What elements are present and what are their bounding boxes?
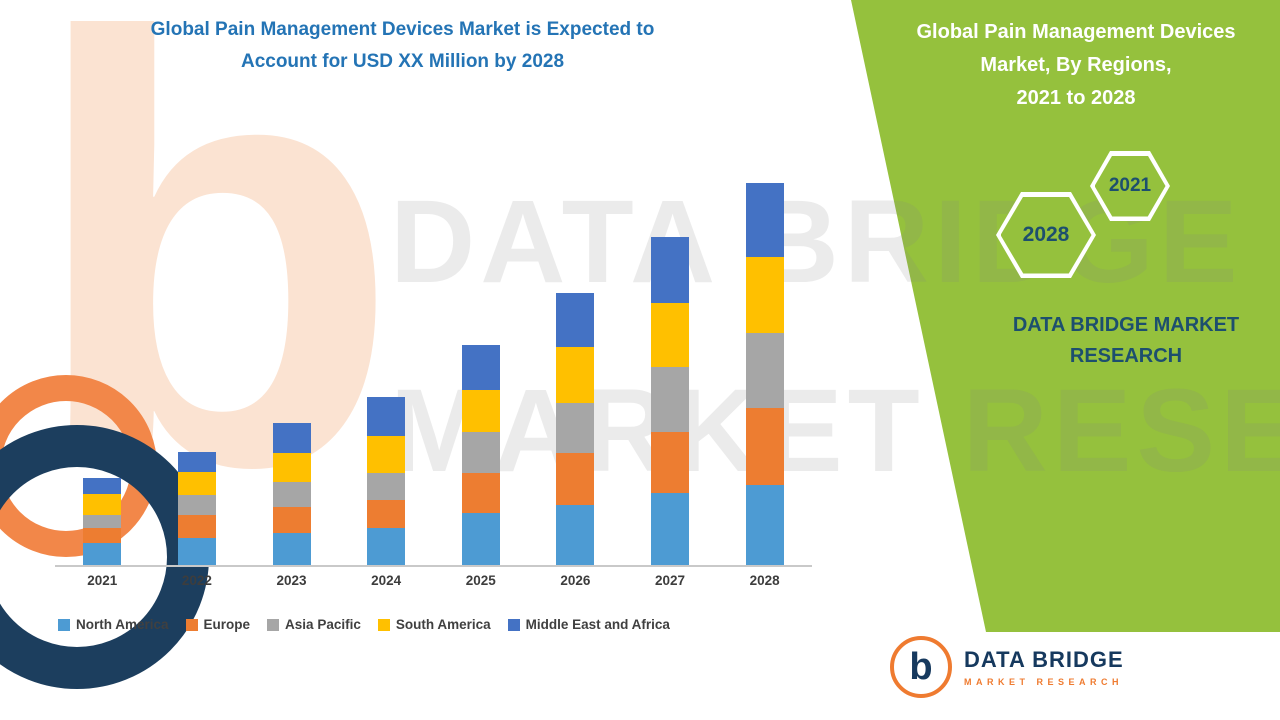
bar-segment-asia-pacific xyxy=(83,515,122,528)
legend-item: Europe xyxy=(185,617,251,632)
bar-2027 xyxy=(651,237,690,565)
bar-segment-south-america xyxy=(461,390,500,432)
bar-segment-north-america xyxy=(461,513,500,565)
bar-2025 xyxy=(461,345,500,565)
legend-label: Europe xyxy=(203,617,251,632)
x-axis-labels: 2021 2022 2023 2024 2025 2026 2027 2028 xyxy=(55,573,812,588)
bar-2024 xyxy=(367,397,406,565)
chart-title-line-1: Global Pain Management Devices Market is… xyxy=(150,19,655,40)
side-panel-title-line-2: Market, By Regions, xyxy=(980,54,1172,76)
legend-swatch xyxy=(377,618,390,631)
hexagon-outline: 2028 xyxy=(996,192,1096,278)
bar-segment-middle-east-and-africa xyxy=(83,478,122,494)
side-panel-title-line-3: 2021 to 2028 xyxy=(1016,87,1136,109)
bar-segment-north-america xyxy=(272,533,311,565)
bar-segment-asia-pacific xyxy=(272,482,311,507)
x-tick-2021: 2021 xyxy=(87,573,118,588)
bar-segment-middle-east-and-africa xyxy=(556,293,595,347)
bar-segment-europe xyxy=(745,408,784,485)
bar-segment-asia-pacific xyxy=(651,367,690,432)
bar-segment-north-america xyxy=(556,505,595,565)
legend-label: Middle East and Africa xyxy=(525,617,670,632)
bar-segment-north-america xyxy=(367,528,406,565)
side-panel-brand: DATA BRIDGE MARKET RESEARCH xyxy=(950,310,1280,372)
bar-segment-europe xyxy=(461,473,500,513)
x-tick-2027: 2027 xyxy=(655,573,686,588)
legend-item: South America xyxy=(377,617,491,632)
bar-segment-north-america xyxy=(177,538,216,565)
x-tick-2028: 2028 xyxy=(749,573,780,588)
bar-2023 xyxy=(272,423,311,565)
watermark-line-2: MARKET RESEARCH xyxy=(390,364,1280,497)
legend-item: Middle East and Africa xyxy=(507,617,670,632)
legend: North America Europe Asia Pacific South Ame… xyxy=(58,617,670,632)
year-badge-2028: 2028 xyxy=(996,192,1096,278)
footer-brand-subtitle: MARKET RESEARCH xyxy=(964,677,1124,687)
side-panel-title: Global Pain Management Devices Market, B… xyxy=(880,16,1272,115)
legend-item: North America xyxy=(58,617,169,632)
chart-title-line-2: Account for USD XX Million by 2028 xyxy=(240,51,565,73)
bar-segment-south-america xyxy=(745,257,784,333)
bar-segment-middle-east-and-africa xyxy=(272,423,311,453)
bar-segment-north-america xyxy=(745,485,784,565)
bar-segment-asia-pacific xyxy=(556,403,595,453)
x-tick-2023: 2023 xyxy=(276,573,307,588)
legend-swatch xyxy=(507,618,520,631)
bar-2021 xyxy=(83,478,122,565)
bar-segment-europe xyxy=(272,507,311,533)
legend-label: North America xyxy=(76,617,169,632)
bar-segment-asia-pacific xyxy=(177,495,216,515)
bar-segment-north-america xyxy=(83,543,122,565)
bar-segment-asia-pacific xyxy=(367,473,406,500)
legend-swatch xyxy=(185,618,198,631)
x-tick-2026: 2026 xyxy=(560,573,591,588)
legend-item: Asia Pacific xyxy=(267,617,361,632)
side-panel-brand-line-2: RESEARCH xyxy=(1069,345,1183,367)
bar-segment-middle-east-and-africa xyxy=(461,345,500,390)
bar-segment-asia-pacific xyxy=(461,432,500,473)
side-panel-brand-line-1: DATA BRIDGE MARKET xyxy=(1012,314,1240,336)
data-bridge-logo-icon: b xyxy=(890,636,952,698)
background-watermark: DATA BRIDGE MARKET RESEARCH xyxy=(390,148,1280,526)
bar-segment-south-america xyxy=(83,494,122,515)
footer-brand-name: DATA BRIDGE xyxy=(964,647,1124,672)
bar-2022 xyxy=(177,452,216,565)
chart-title: Global Pain Management Devices Market is… xyxy=(45,14,760,79)
bar-2028 xyxy=(745,183,784,565)
legend-swatch xyxy=(267,618,280,631)
bar-segment-south-america xyxy=(272,453,311,482)
hexagon-outline: 2021 xyxy=(1090,151,1170,221)
bar-segment-south-america xyxy=(651,303,690,367)
bar-segment-europe xyxy=(83,528,122,543)
hexagon-year-label: 2028 xyxy=(1000,196,1092,274)
bar-2026 xyxy=(556,293,595,565)
bar-segment-europe xyxy=(177,515,216,538)
hexagon-year-label: 2021 xyxy=(1094,155,1166,217)
footer-logo: b DATA BRIDGE MARKET RESEARCH xyxy=(890,636,1124,698)
side-panel-title-line-1: Global Pain Management Devices xyxy=(916,21,1236,43)
x-tick-2022: 2022 xyxy=(181,573,212,588)
bar-segment-europe xyxy=(556,453,595,505)
bar-segment-europe xyxy=(367,500,406,528)
legend-label: Asia Pacific xyxy=(285,617,361,632)
legend-label: South America xyxy=(395,617,491,632)
bar-segment-asia-pacific xyxy=(745,333,784,408)
bar-segment-north-america xyxy=(651,493,690,565)
bar-segment-middle-east-and-africa xyxy=(367,397,406,436)
bar-segment-south-america xyxy=(556,347,595,403)
year-badge-2021: 2021 xyxy=(1090,151,1170,221)
bar-segment-middle-east-and-africa xyxy=(177,452,216,472)
x-tick-2024: 2024 xyxy=(371,573,402,588)
watermark-line-1: DATA BRIDGE xyxy=(390,176,1243,308)
legend-swatch xyxy=(58,618,70,631)
bar-segment-europe xyxy=(651,432,690,493)
bar-segment-middle-east-and-africa xyxy=(745,183,784,257)
x-tick-2025: 2025 xyxy=(465,573,496,588)
bar-segment-south-america xyxy=(367,436,406,473)
plot-area xyxy=(55,85,812,567)
footer-logo-text: DATA BRIDGE MARKET RESEARCH xyxy=(964,647,1124,687)
bar-segment-middle-east-and-africa xyxy=(651,237,690,303)
bar-segment-south-america xyxy=(177,472,216,495)
